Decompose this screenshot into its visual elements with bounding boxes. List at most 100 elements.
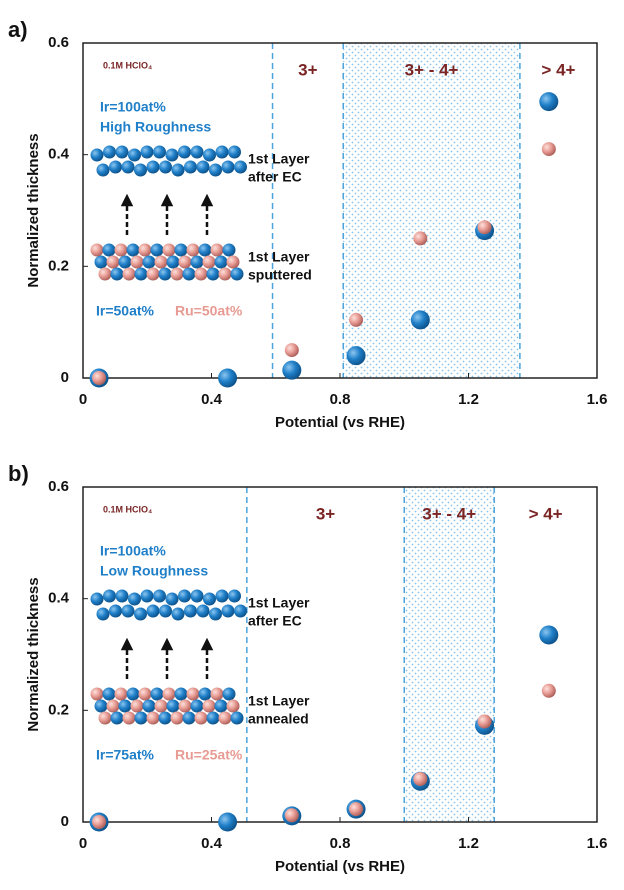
- atom-icon: [94, 699, 108, 713]
- atom-icon: [166, 255, 180, 269]
- point: [92, 815, 107, 829]
- legend-label: Ir=75at%: [96, 747, 155, 763]
- electrolyte-label: 0.1M HClO₄: [103, 60, 152, 70]
- atom-icon: [153, 145, 166, 159]
- atom-icon: [174, 687, 188, 701]
- y-tick-label: 0: [61, 813, 69, 830]
- y-tick-label: 0.2: [48, 257, 69, 274]
- atom-icon: [122, 267, 136, 281]
- layer-label: after EC: [248, 613, 302, 629]
- x-tick-label: 0.8: [330, 835, 351, 852]
- region-label: 3+ - 4+: [422, 504, 476, 523]
- legend-label: Ru=25at%: [175, 747, 243, 763]
- atom-icon: [222, 243, 236, 257]
- point: [349, 312, 364, 327]
- atom-icon: [198, 687, 212, 701]
- atom-icon: [230, 267, 244, 281]
- x-tick-label: 0: [79, 835, 87, 852]
- atom-icon: [146, 267, 160, 281]
- atom-icon: [226, 255, 240, 269]
- atom-icon: [174, 243, 188, 257]
- atom-icon: [209, 607, 222, 621]
- atom-icon: [184, 604, 197, 618]
- atom-icon: [115, 145, 129, 159]
- atom-icon: [194, 711, 208, 725]
- x-tick-label: 0.4: [201, 835, 223, 852]
- atom-icon: [130, 699, 144, 713]
- point: [413, 231, 428, 246]
- y-tick-label: 0.6: [48, 34, 69, 51]
- atom-icon: [110, 267, 124, 281]
- atom-icon: [210, 243, 224, 257]
- region-label: > 4+: [529, 504, 563, 523]
- point: [282, 360, 302, 380]
- atom-icon: [171, 163, 185, 177]
- atom-icon: [96, 163, 110, 177]
- x-tick-label: 1.2: [458, 835, 479, 852]
- atom-icon: [230, 711, 244, 725]
- atom-icon: [178, 145, 191, 159]
- layer-label: 1st Layer: [248, 249, 310, 265]
- point: [410, 310, 430, 330]
- region-label: > 4+: [541, 60, 575, 79]
- layer-label: annealed: [248, 711, 309, 727]
- atom-icon: [186, 687, 200, 701]
- y-tick-label: 0.2: [48, 701, 69, 718]
- x-axis-label: Potential (vs RHE): [275, 858, 405, 875]
- atom-icon: [198, 243, 212, 257]
- atom-icon: [98, 711, 112, 725]
- atom-icon: [109, 604, 122, 618]
- atom-icon: [146, 604, 160, 618]
- point: [92, 371, 107, 385]
- atom-icon: [218, 267, 232, 281]
- point: [539, 92, 559, 112]
- atom-icon: [190, 145, 204, 159]
- atom-icon: [106, 255, 120, 269]
- atom-icon: [150, 243, 164, 257]
- atom-icon: [210, 687, 224, 701]
- atom-icon: [234, 604, 247, 618]
- atom-icon: [190, 255, 204, 269]
- electrolyte-label: 0.1M HClO₄: [103, 504, 152, 514]
- atom-icon: [182, 267, 196, 281]
- atom-icon: [186, 243, 200, 257]
- x-tick-label: 0: [79, 391, 87, 408]
- atom-icon: [226, 699, 240, 713]
- atom-icon: [154, 255, 168, 269]
- y-axis-label: Normalized thickness: [25, 577, 42, 731]
- atom-icon: [214, 699, 228, 713]
- atom-icon: [90, 687, 104, 701]
- atom-icon: [140, 589, 154, 603]
- atom-icon: [126, 687, 140, 701]
- atom-icon: [165, 592, 179, 606]
- atom-icon: [138, 243, 152, 257]
- atom-icon: [162, 687, 176, 701]
- atom-icon: [150, 687, 164, 701]
- atom-icon: [138, 687, 152, 701]
- atom-icon: [90, 592, 104, 606]
- atom-icon: [159, 160, 172, 174]
- atom-icon: [221, 160, 235, 174]
- atom-icon: [103, 145, 116, 159]
- atom-icon: [194, 267, 208, 281]
- atom-icon: [196, 604, 210, 618]
- region-label: 3+ - 4+: [405, 60, 459, 79]
- atom-icon: [166, 699, 180, 713]
- atom-icon: [222, 687, 236, 701]
- atom-icon: [154, 699, 168, 713]
- atom-icon: [142, 255, 156, 269]
- atom-icon: [128, 592, 141, 606]
- atom-icon: [109, 160, 122, 174]
- atom-icon: [130, 255, 144, 269]
- region-label: 3+: [298, 60, 317, 79]
- atom-icon: [96, 607, 110, 621]
- atom-icon: [203, 148, 216, 162]
- point: [541, 683, 556, 698]
- atom-icon: [121, 604, 135, 618]
- y-tick-label: 0.4: [48, 146, 70, 163]
- atom-icon: [106, 699, 120, 713]
- atom-icon: [146, 160, 160, 174]
- plot-frame: [82, 486, 598, 823]
- atom-icon: [178, 589, 191, 603]
- atom-icon: [190, 699, 204, 713]
